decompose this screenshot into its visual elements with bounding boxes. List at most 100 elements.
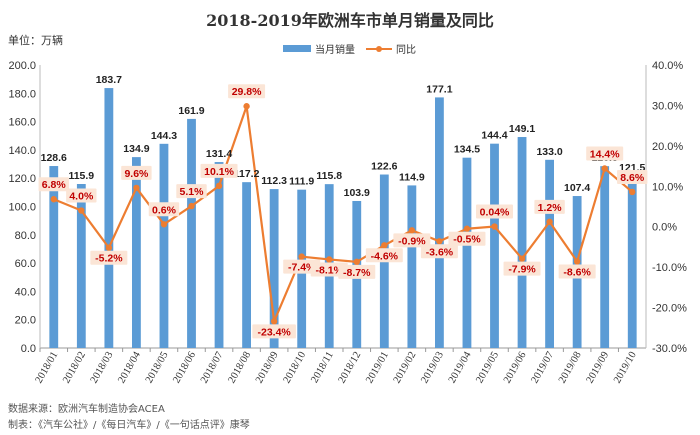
x-tick-label: 2019/10 — [612, 350, 639, 385]
y-left-tick-label: 0.0 — [21, 343, 36, 355]
line-point — [298, 253, 305, 260]
bar-value-label: 112.3 — [261, 175, 287, 187]
line-point — [629, 188, 636, 196]
pct-label-box — [586, 146, 624, 161]
bar — [517, 137, 527, 348]
pct-label-box — [338, 264, 376, 279]
y-left-tick-label: 40.0 — [15, 286, 36, 298]
chart-title: 2018-2019年欧洲车市单月销量及同比 — [206, 11, 494, 30]
y-right-tick-label: 0.0% — [652, 222, 677, 234]
footer-credit: 制表：《汽车公社》/《每日汽车》/《一句话点评》康琴 — [8, 418, 250, 431]
bar — [269, 189, 279, 348]
line-point — [546, 218, 553, 226]
y-right-tick-label: 10.0% — [652, 181, 683, 193]
pct-value-label: 29.8% — [232, 86, 262, 98]
bar — [242, 182, 251, 348]
bar-value-label: 134.9 — [123, 143, 149, 155]
y-left-tick-label: 100.0 — [8, 202, 36, 214]
pct-label-box — [200, 163, 238, 178]
legend-bar-swatch — [283, 45, 311, 52]
pct-value-label: -5.2% — [95, 253, 123, 265]
pct-value-label: -0.9% — [398, 235, 426, 247]
line-point — [270, 318, 278, 325]
x-tick-label: 2018/03 — [89, 350, 116, 385]
pct-value-label: -4.6% — [371, 250, 399, 262]
pct-value-label: -7.9% — [508, 264, 536, 276]
pct-value-label: 1.2% — [538, 202, 563, 214]
y-right-tick-label: -20.0% — [652, 303, 687, 315]
bar-value-label: 122.6 — [371, 161, 397, 173]
bar-value-label: 128.6 — [41, 152, 67, 164]
x-tick-label: 2018/08 — [226, 350, 253, 385]
bar-value-label: 144.4 — [481, 130, 507, 142]
y-right-tick-label: 20.0% — [652, 141, 683, 153]
pct-value-label: 10.1% — [204, 166, 234, 178]
pct-label-box — [90, 250, 128, 265]
pct-label-box — [228, 84, 266, 99]
pct-label-box — [534, 199, 565, 214]
x-tick-label: 2018/02 — [61, 350, 88, 385]
pct-label-box — [476, 204, 513, 219]
bar-value-label: 177.1 — [426, 83, 452, 95]
pct-value-label: -0.5% — [453, 234, 481, 246]
y-left-tick-label: 180.0 — [8, 88, 36, 100]
x-tick-label: 2018/07 — [199, 350, 226, 385]
bar-value-label: 161.9 — [178, 105, 204, 117]
pct-label-box — [252, 324, 296, 339]
pct-label-box — [503, 261, 541, 276]
pct-label-box — [176, 184, 207, 199]
x-tick-label: 2019/05 — [474, 350, 501, 385]
x-tick-label: 2019/01 — [364, 350, 391, 385]
bar — [159, 143, 169, 348]
bar-value-label: 115.8 — [316, 170, 342, 182]
pct-value-label: -3.6% — [426, 246, 454, 258]
y-left-tick-label: 60.0 — [15, 258, 36, 270]
pct-label-box — [448, 231, 486, 246]
line-point — [408, 227, 416, 234]
bar-value-label: 149.1 — [509, 123, 535, 135]
line-point — [215, 182, 223, 190]
bar — [600, 166, 610, 348]
legend-bar-label: 当月销量 — [315, 43, 355, 56]
pct-value-label: -7.4% — [288, 262, 316, 274]
pct-value-label: 4.0% — [69, 191, 94, 203]
x-tick-label: 2019/09 — [585, 350, 612, 385]
pct-value-label: -8.6% — [563, 266, 591, 278]
bar-value-label: 117.2 — [234, 168, 260, 180]
bar — [132, 157, 141, 348]
bar — [104, 88, 114, 348]
line-point — [381, 242, 388, 249]
pct-value-label: 8.6% — [620, 172, 645, 184]
unit-label: 单位：万辆 — [8, 33, 63, 47]
pct-value-label: 0.6% — [152, 204, 177, 216]
x-tick-label: 2019/03 — [419, 350, 446, 385]
pct-value-label: -8.7% — [343, 267, 371, 279]
line-point — [573, 258, 581, 265]
pct-label-box — [420, 244, 458, 259]
line-point — [133, 184, 140, 192]
bar-series — [49, 88, 637, 348]
pct-label-box — [66, 188, 97, 203]
line-point — [601, 165, 608, 172]
line-point — [105, 244, 113, 251]
x-tick-label: 2019/02 — [392, 350, 419, 385]
bar-value-label: 144.3 — [151, 130, 177, 142]
line-point — [436, 238, 443, 245]
bar-value-label: 183.7 — [96, 74, 122, 86]
bar — [627, 176, 637, 348]
pct-label-box — [558, 264, 596, 279]
line-point — [491, 223, 498, 230]
x-tick-label: 2018/04 — [116, 349, 143, 385]
bar-value-label: 133.0 — [536, 146, 562, 158]
legend: 当月销量 同比 — [283, 43, 416, 56]
pct-label-box — [121, 165, 152, 180]
pct-label-box — [365, 248, 403, 263]
pct-value-label: 5.1% — [180, 186, 205, 198]
line-point — [50, 196, 57, 203]
pct-value-label: 14.4% — [590, 148, 620, 160]
pct-value-label: 0.04% — [480, 207, 510, 219]
bar — [76, 184, 86, 348]
pct-value-label: -23.4% — [257, 326, 291, 338]
